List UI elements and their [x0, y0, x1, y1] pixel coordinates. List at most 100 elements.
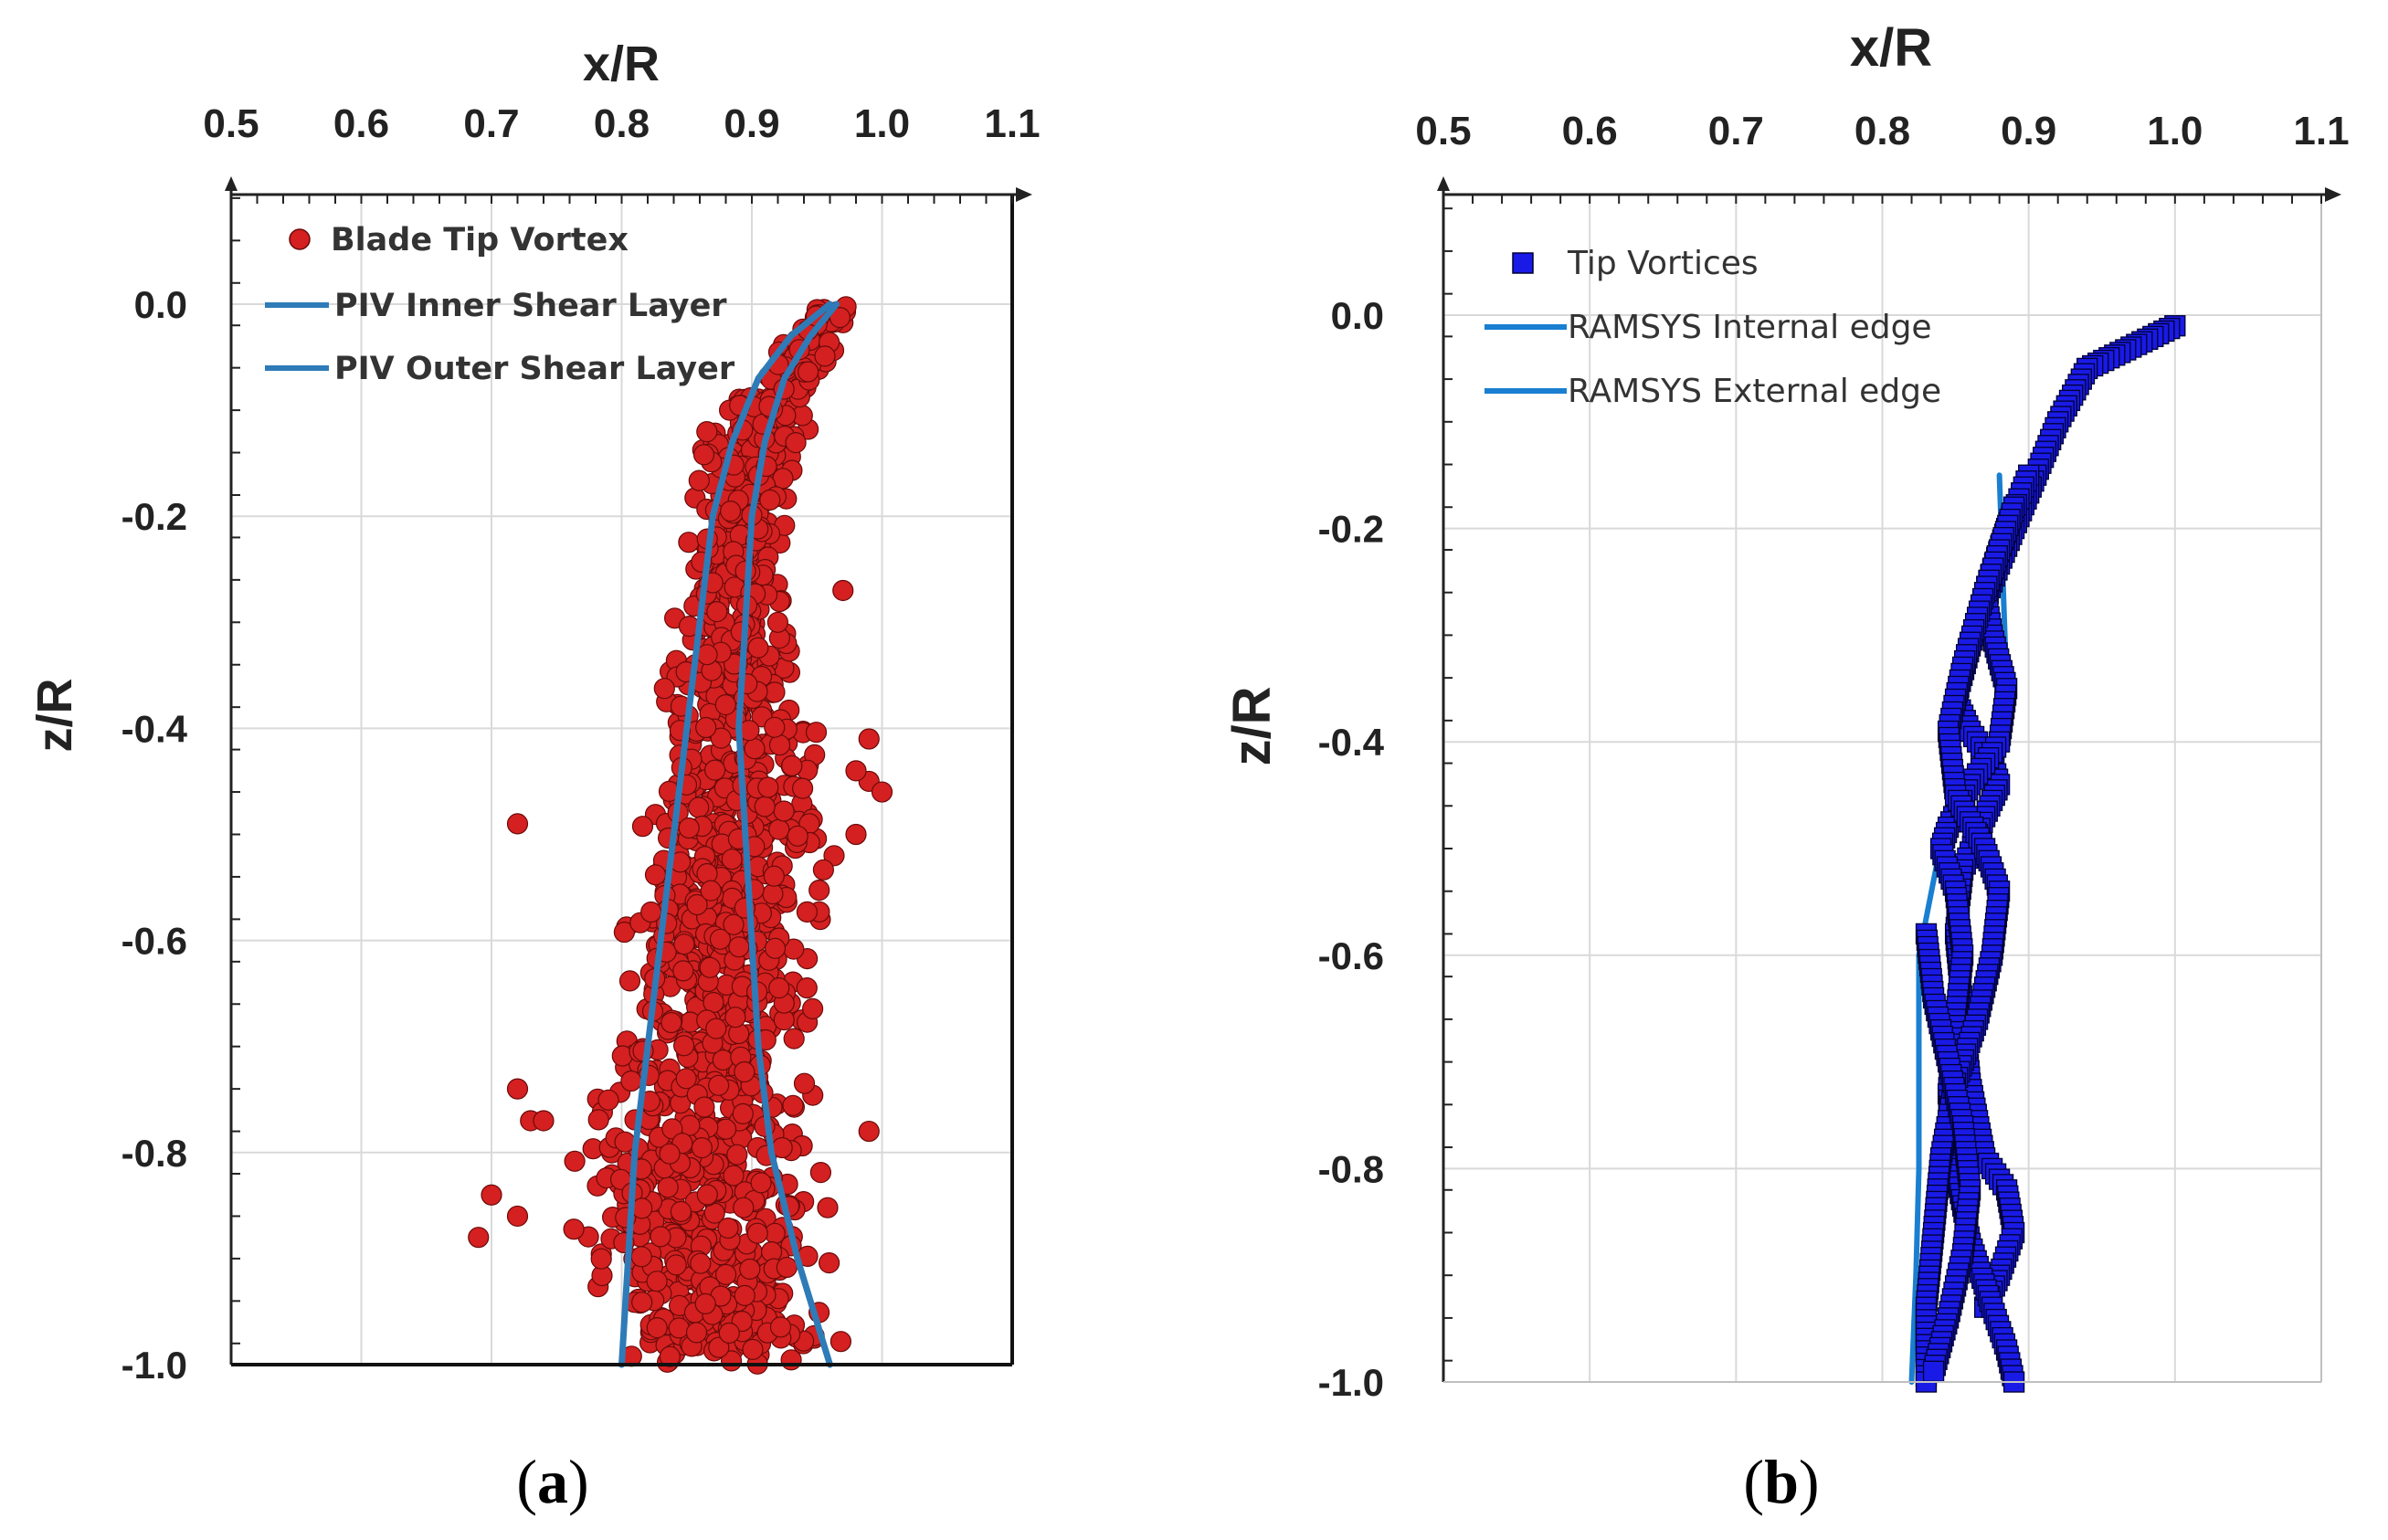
blade-tip-vortex-point [747, 637, 769, 659]
blade-tip-vortex-point [694, 1292, 716, 1315]
blade-tip-vortex-point [696, 644, 718, 666]
blade-tip-vortex-point [678, 817, 700, 839]
blade-tip-vortex-point [646, 1316, 668, 1339]
panel-label-a: (a) [516, 1447, 588, 1516]
line-series-a [618, 301, 840, 1368]
blade-tip-vortex-point [703, 991, 724, 1014]
scatter-series-b [1915, 315, 2186, 1393]
blade-tip-vortex-point [817, 1197, 839, 1218]
x-tick-label: 1.0 [2147, 109, 2203, 153]
blade-tip-vortex-point [776, 1256, 798, 1279]
blade-tip-vortex-point [481, 1184, 502, 1206]
panel-letter-b: b [1764, 1447, 1799, 1516]
blade-tip-vortex-point [533, 1110, 555, 1132]
frame-b [1437, 176, 2341, 1383]
blade-tip-vortex-point [732, 1102, 754, 1125]
blade-tip-vortex-point [709, 928, 732, 950]
grid-b [1443, 195, 2321, 1382]
blade-tip-vortex-point [724, 1007, 746, 1028]
tip-vortex-point [1922, 1360, 1945, 1382]
blade-tip-vortex-point [693, 1096, 715, 1118]
blade-tip-vortex-point [754, 796, 776, 817]
blade-tip-vortex-point [660, 1011, 682, 1034]
y-tick-label: -0.8 [122, 1132, 187, 1175]
blade-tip-vortex-point [705, 1018, 727, 1039]
blade-tip-vortex-point [587, 1109, 609, 1131]
blade-tip-vortex-point [764, 937, 787, 959]
blade-tip-vortex-point [734, 1284, 755, 1307]
blade-tip-vortex-point [768, 976, 790, 999]
y-tick-label: -0.6 [1318, 934, 1384, 977]
blade-tip-vortex-point [678, 532, 700, 554]
blade-tip-vortex-point [714, 1263, 737, 1286]
blade-tip-vortex-point [672, 1035, 695, 1057]
blade-tip-vortex-point [696, 421, 718, 443]
blade-tip-vortex-point [769, 1316, 792, 1338]
y-tick-label: 0.0 [1331, 294, 1384, 337]
x-tick-label: 0.8 [594, 101, 650, 146]
blade-tip-vortex-point [845, 760, 867, 782]
blade-tip-vortex-point [699, 956, 721, 978]
x-tick-label: 0.6 [333, 101, 389, 146]
blade-tip-vortex-point [809, 1161, 832, 1184]
blade-tip-vortex-point [719, 500, 742, 522]
x-tick-label: 1.1 [984, 101, 1040, 146]
y-axis-arrow [1437, 176, 1450, 191]
y-tick-label: -0.2 [1318, 508, 1384, 551]
blade-tip-vortex-point [832, 579, 854, 602]
legend-label-piv-inner: PIV Inner Shear Layer [334, 288, 727, 324]
blade-tip-vortex-point [653, 678, 675, 700]
blade-tip-vortex-point [746, 1222, 768, 1244]
x-tick-label: 1.1 [2293, 109, 2349, 153]
blade-tip-vortex-point [723, 913, 745, 935]
x-tick-label: 0.9 [2001, 109, 2056, 153]
ticks-b: 0.5 0.6 0.7 0.8 0.9 1.0 1.1 0.0 -0.2 -0.4 -0.6 -0.8… [1318, 109, 2350, 1404]
blade-tip-vortex-point [630, 1246, 652, 1268]
blade-tip-vortex-point [691, 1136, 713, 1159]
blade-tip-vortex-point [665, 1254, 687, 1276]
blade-tip-vortex-point [506, 1205, 529, 1228]
blade-tip-vortex-point [768, 734, 791, 756]
x-axis-title-a: x/R [583, 37, 660, 91]
legend-label-ramsys-external: RAMSYS External edge [1568, 373, 1941, 410]
blade-tip-vortex-point [670, 1200, 692, 1223]
x-tick-label: 0.6 [1562, 109, 1618, 153]
blade-tip-vortex-point [723, 1165, 745, 1187]
blade-tip-vortex-point [783, 1028, 805, 1050]
y-tick-label: -0.4 [122, 707, 188, 750]
blade-tip-vortex-point [829, 307, 851, 329]
x-axis-title-b: x/R [1850, 18, 1932, 78]
blade-tip-vortex-point [785, 432, 807, 454]
panel-b: 0.5 0.6 0.7 0.8 0.9 1.0 1.1 0.0 -0.2 -0.4 -0.6 -0.8… [1222, 18, 2350, 1516]
blade-tip-vortex-point [871, 781, 893, 803]
blade-tip-vortex-point [675, 1068, 697, 1090]
blade-tip-vortex-point [762, 882, 784, 905]
x-tick-label: 1.0 [854, 101, 910, 146]
panel-letter-a: a [537, 1447, 568, 1516]
x-axis-arrow [2325, 187, 2341, 202]
blade-tip-vortex-point [718, 1322, 740, 1345]
blade-tip-vortex-point [757, 776, 779, 798]
blade-tip-vortex-point [597, 1089, 619, 1111]
panel-label-b: (b) [1743, 1447, 1819, 1516]
grid-a [231, 195, 1012, 1365]
blade-tip-vortex-point [640, 901, 662, 923]
blade-tip-vortex-point [659, 1345, 681, 1367]
blade-tip-vortex-point [845, 823, 867, 846]
y-tick-label: -0.4 [1318, 721, 1385, 764]
legend-label-ramsys-internal: RAMSYS Internal edge [1568, 309, 1932, 346]
x-tick-label: 0.7 [1708, 109, 1764, 153]
blade-tip-vortex-point [631, 1292, 653, 1313]
legend-label-tip-vortices: Tip Vortices [1567, 245, 1759, 282]
blade-tip-vortex-point [695, 716, 717, 739]
blade-tip-vortex-point [468, 1227, 490, 1249]
panel-a: 0.5 0.6 0.7 0.8 0.9 1.0 1.1 0.0 -0.2 -0.4 -0.6 -0.8… [27, 37, 1041, 1516]
blade-tip-vortex-point [801, 997, 824, 1020]
legend-b: Tip Vortices RAMSYS Internal edge RAMSYS… [1485, 245, 1941, 410]
piv-inner-shear-layer-line [618, 301, 833, 1368]
blade-tip-vortex-point [829, 1331, 852, 1353]
x-axis-arrow [1016, 187, 1032, 202]
blade-tip-vortex-point [818, 1251, 840, 1274]
y-tick-label: -0.6 [122, 920, 187, 963]
